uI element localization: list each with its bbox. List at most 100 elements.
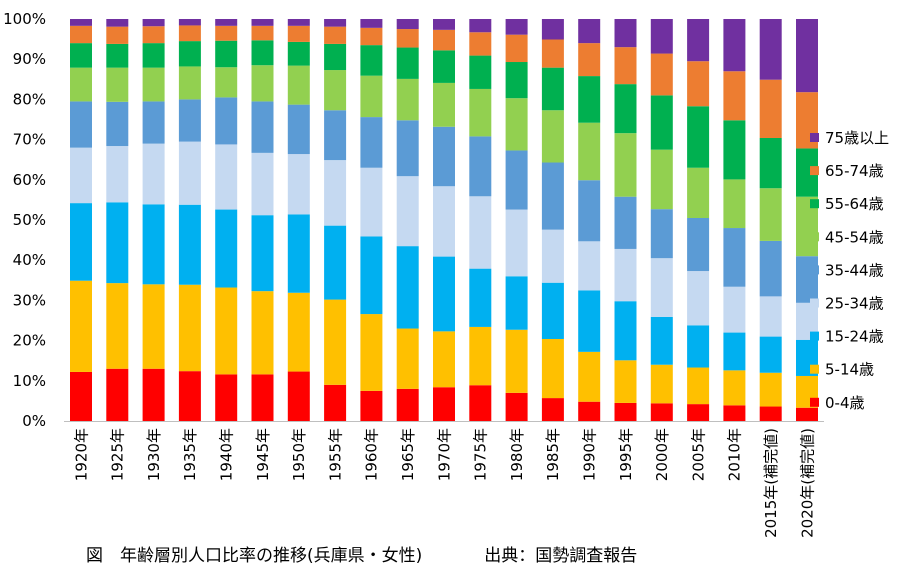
bar-segment	[723, 405, 746, 421]
bar-segment	[759, 372, 782, 407]
bar-segment	[215, 40, 238, 68]
legend-swatch	[810, 133, 819, 142]
bar-segment	[650, 316, 673, 365]
bar-segment	[541, 162, 564, 230]
bar-segment	[796, 196, 818, 257]
bar-segment	[796, 302, 818, 340]
bar-segment	[396, 29, 419, 48]
bar-segment	[324, 299, 347, 385]
bar-segment	[614, 196, 637, 249]
bar-segment	[106, 202, 129, 284]
bar-segment	[324, 70, 347, 111]
y-tick-label: 60%	[13, 171, 46, 189]
legend-swatch	[810, 166, 819, 176]
bar-segment	[287, 371, 310, 421]
bar-segment	[251, 374, 274, 421]
bar-segment	[650, 19, 673, 54]
bar-segment	[106, 26, 129, 44]
bar-segment	[723, 370, 746, 406]
bar-segment	[287, 19, 310, 26]
bar-segment	[687, 19, 710, 62]
bar-segment	[505, 98, 528, 151]
bar-segment	[396, 47, 419, 79]
bar-segment	[469, 385, 492, 421]
bar-segment	[178, 204, 201, 285]
bar-segment	[433, 256, 455, 332]
bar-segment	[687, 106, 710, 168]
bar-segment	[396, 120, 419, 177]
caption-source: 出典：国勢調査報告	[484, 546, 638, 566]
bar-segment	[469, 19, 492, 33]
bar-segment	[650, 209, 673, 259]
y-tick-label: 90%	[13, 50, 46, 68]
bar-segment	[324, 225, 347, 300]
legend-swatch	[810, 364, 819, 374]
bar-segment	[541, 19, 564, 40]
bar-segment	[324, 26, 347, 44]
bar-segment	[541, 110, 564, 163]
bar-segment	[70, 280, 92, 372]
bar-segment	[614, 248, 637, 302]
bar-segment	[360, 75, 383, 118]
legend: 75歳以上 65-74歳 55-64歳 45-54歳 35-44歳 25-34歳 15-24…	[810, 129, 889, 412]
y-tick-label: 100%	[3, 10, 46, 28]
legend-label: 75歳以上	[825, 129, 889, 147]
bar-segment	[396, 176, 419, 247]
bar-segment	[614, 47, 637, 85]
x-tick-label: 2005年	[689, 428, 707, 481]
bar-segment	[360, 45, 383, 76]
bar-segment	[433, 126, 455, 187]
bar-segment	[251, 19, 274, 26]
y-tick-label: 30%	[13, 291, 46, 309]
bar-segment	[396, 388, 419, 421]
legend-swatch	[810, 199, 819, 209]
bar-segment	[287, 25, 310, 42]
legend-swatch	[810, 298, 819, 308]
bar-segment	[142, 143, 165, 205]
bar-segment	[723, 19, 746, 72]
bar-segment	[469, 88, 492, 137]
y-tick-label: 80%	[13, 90, 46, 108]
bar-segment	[759, 240, 782, 297]
bar-segment	[215, 19, 238, 26]
bar-segment	[70, 203, 92, 281]
bar-segment	[251, 152, 274, 216]
y-tick-label: 10%	[13, 372, 46, 390]
bar-segment	[796, 148, 818, 197]
x-tick-label: 2020年(補完値)	[798, 428, 816, 538]
y-tick-label: 70%	[13, 131, 46, 149]
y-tick-label: 50%	[13, 211, 46, 229]
legend-label: 45-54歳	[825, 228, 884, 246]
bar-segment	[614, 301, 637, 361]
bar-segment	[251, 291, 274, 375]
bar-segment	[614, 360, 637, 403]
x-tick-label: 1995年	[617, 428, 635, 481]
bar-segment	[360, 19, 383, 28]
bar-segment	[687, 404, 710, 421]
bar-segment	[106, 368, 129, 421]
bar-segment	[759, 296, 782, 337]
bar-segment	[469, 196, 492, 269]
bar-segment	[287, 154, 310, 215]
bar-segment	[142, 67, 165, 102]
bar-segment	[142, 284, 165, 369]
bar-segment	[70, 371, 92, 421]
bar-segment	[106, 283, 129, 369]
legend-swatch	[810, 397, 819, 407]
bar-segment	[505, 19, 528, 35]
bar-segment	[505, 150, 528, 210]
bar-segment	[687, 367, 710, 405]
bar-segment	[541, 39, 564, 68]
bar-segment	[324, 160, 347, 226]
bar-segment	[650, 403, 673, 421]
bar-segment	[614, 84, 637, 134]
bar-segment	[251, 65, 274, 102]
x-tick-label: 1920年	[72, 428, 90, 481]
bar-segment	[142, 101, 165, 144]
bar-segment	[578, 122, 601, 181]
x-tick-label: 1965年	[399, 428, 417, 481]
bar-segment	[106, 43, 129, 68]
bar-segment	[614, 19, 637, 48]
x-axis-ticks: 1920年 1925年 1930年 1935年 1940年 1945年 1950年 1955年…	[72, 428, 816, 538]
bar-segment	[178, 25, 201, 42]
